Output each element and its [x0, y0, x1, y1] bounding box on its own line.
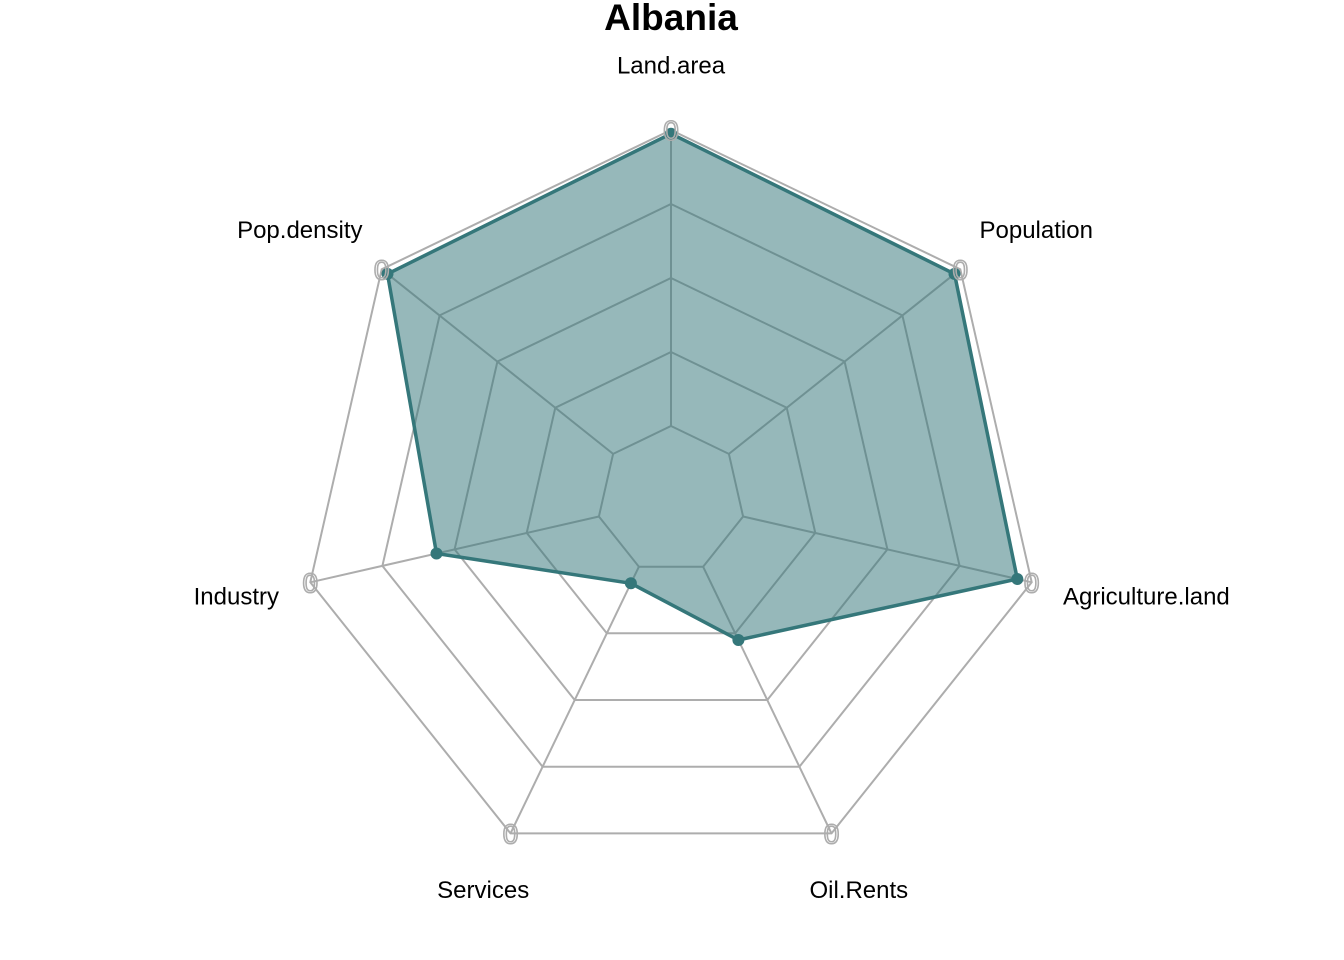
zero-markers: 0 0 0 0 0 0 0 — [302, 114, 1041, 850]
zero-marker-services: 0 — [503, 818, 519, 849]
data-point-services — [624, 577, 637, 590]
zero-marker-pop-density: 0 — [374, 254, 390, 285]
axis-label-agriculture-land: Agriculture.land — [1063, 583, 1230, 610]
zero-marker-agriculture-land: 0 — [1024, 567, 1040, 598]
axis-label-services: Services — [437, 877, 529, 904]
series-area-0 — [385, 131, 1020, 642]
axis-label-population: Population — [980, 217, 1093, 244]
axis-label-pop-density: Pop.density — [237, 217, 362, 244]
radar-series — [381, 127, 1024, 646]
chart-title: Albania — [604, 0, 738, 38]
zero-marker-oil-rents: 0 — [824, 818, 840, 849]
grid-ring-5 — [309, 128, 1033, 835]
data-point-land-area — [665, 127, 677, 140]
axis-label-oil-rents: Oil.Rents — [809, 877, 908, 904]
zero-marker-population: 0 — [953, 254, 969, 285]
data-point-population — [948, 267, 961, 280]
data-point-oil-rents — [732, 634, 745, 646]
spoke-services — [509, 566, 640, 834]
axis-label-industry: Industry — [194, 583, 279, 610]
data-point-agriculture-land — [1011, 573, 1024, 585]
axis-labels: Land.area Population Agriculture.land Oil.R… — [194, 52, 1230, 904]
axis-label-land-area: Land.area — [617, 52, 726, 79]
data-point-pop-density — [381, 267, 394, 280]
data-point-industry — [430, 547, 443, 560]
zero-marker-industry: 0 — [303, 567, 319, 598]
zero-marker-land-area: 0 — [663, 115, 679, 146]
